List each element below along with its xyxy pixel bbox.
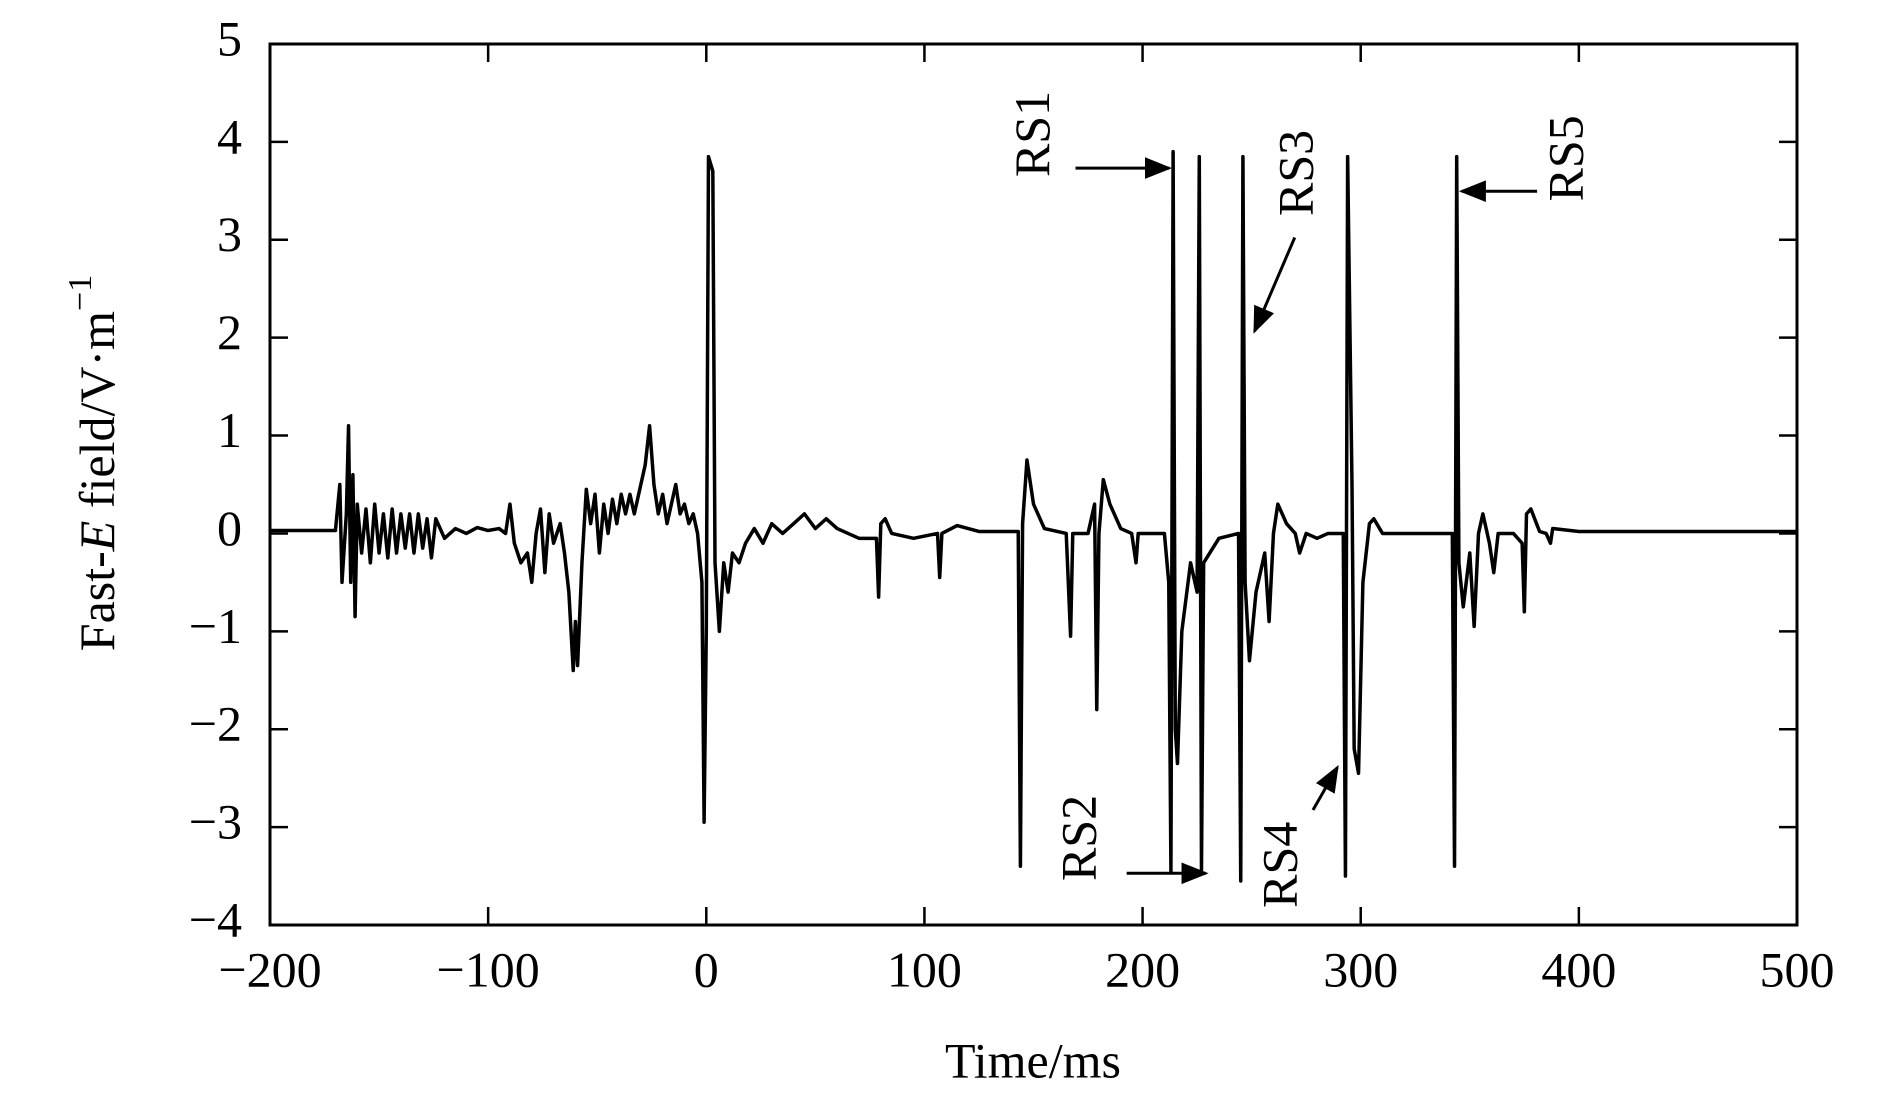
x-tick-label: −100: [437, 941, 540, 997]
y-label-part: −1: [62, 275, 99, 311]
plot-frame: [268, 42, 1799, 927]
x-tick-label: 0: [694, 941, 719, 997]
x-tick-label: 100: [887, 941, 962, 997]
y-label-part: Fast-: [69, 551, 125, 651]
y-tick-label: −4: [189, 891, 242, 947]
annotation: RS5: [1538, 115, 1594, 201]
annotation: RS1: [1004, 91, 1060, 177]
y-tick-label: −3: [189, 794, 242, 850]
x-tick-label: 200: [1105, 941, 1180, 997]
data-line: [270, 149, 1797, 883]
x-tick-label: −200: [218, 941, 321, 997]
y-label-part: field/V·m: [69, 311, 125, 521]
y-tick-label: 0: [217, 500, 242, 556]
x-tick-label: 300: [1323, 941, 1398, 997]
y-tick-label: 2: [217, 304, 242, 360]
y-label-part: E: [69, 521, 125, 553]
x-axis-label: Time/ms: [945, 1032, 1121, 1088]
annotation: RS4: [1251, 822, 1307, 908]
y-tick-label: 4: [217, 108, 242, 164]
y-axis-label: Fast-E field/V·m−1: [62, 275, 126, 651]
annotation: RS2: [1050, 795, 1106, 881]
y-tick-label: −1: [189, 598, 242, 654]
y-tick-label: 1: [217, 402, 242, 458]
annotation-arrow: [1253, 236, 1297, 334]
x-tick-label: 400: [1541, 941, 1616, 997]
y-tick-label: −2: [189, 696, 242, 752]
y-tick-label: 5: [217, 10, 242, 66]
annotation-arrow: [1311, 764, 1339, 811]
x-tick-label: 500: [1760, 941, 1835, 997]
annotation: RS3: [1267, 130, 1323, 216]
y-tick-label: 3: [217, 206, 242, 262]
